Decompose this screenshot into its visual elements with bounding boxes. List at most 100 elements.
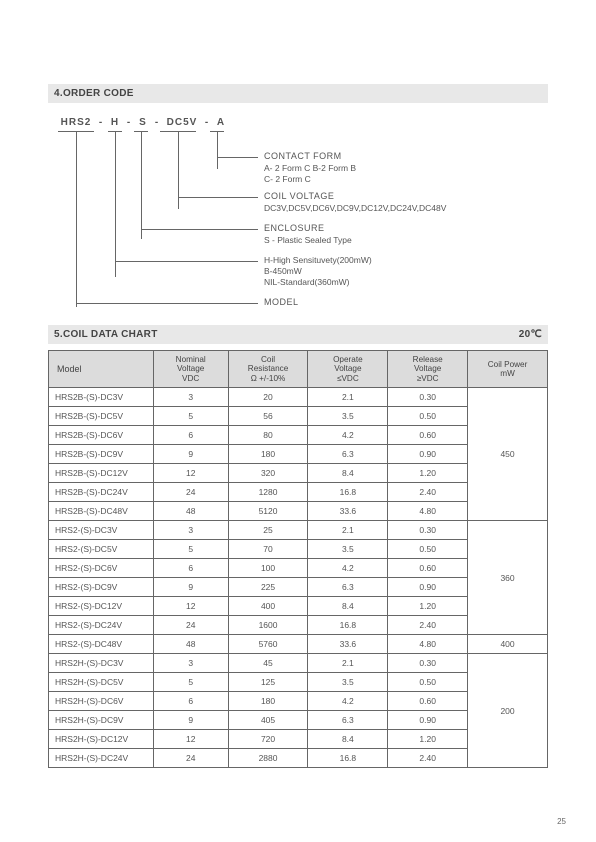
- cell-release: 1.20: [388, 597, 468, 616]
- th-model: Model: [49, 351, 154, 388]
- order-code-token: DC5V: [164, 117, 200, 128]
- cell-resistance: 125: [228, 673, 308, 692]
- section4-header: 4.ORDER CODE: [48, 84, 548, 103]
- cell-operate: 4.2: [308, 559, 388, 578]
- cell-release: 4.80: [388, 635, 468, 654]
- cell-operate: 4.2: [308, 692, 388, 711]
- diagram-label-title: COIL VOLTAGE: [264, 191, 446, 203]
- cell-nominal: 5: [153, 407, 228, 426]
- diagram-hline: [115, 261, 258, 262]
- diagram-hline: [178, 197, 258, 198]
- cell-model: HRS2B-(S)-DC48V: [49, 502, 154, 521]
- cell-nominal: 6: [153, 692, 228, 711]
- cell-power: 450: [468, 388, 548, 521]
- cell-release: 0.90: [388, 445, 468, 464]
- cell-resistance: 1280: [228, 483, 308, 502]
- order-code-separator: -: [150, 117, 164, 128]
- order-code-separator: -: [94, 117, 108, 128]
- cell-resistance: 405: [228, 711, 308, 730]
- cell-release: 0.50: [388, 673, 468, 692]
- th-release: ReleaseVoltage≥VDC: [388, 351, 468, 388]
- cell-nominal: 24: [153, 749, 228, 768]
- diagram-label-line: A- 2 Form C B-2 Form B: [264, 163, 356, 174]
- cell-resistance: 1600: [228, 616, 308, 635]
- diagram-label-title: ENCLOSURE: [264, 223, 352, 235]
- diagram-label-coilVoltage: COIL VOLTAGEDC3V,DC5V,DC6V,DC9V,DC12V,DC…: [264, 191, 446, 214]
- cell-model: HRS2-(S)-DC3V: [49, 521, 154, 540]
- cell-model: HRS2B-(S)-DC3V: [49, 388, 154, 407]
- cell-nominal: 48: [153, 502, 228, 521]
- cell-release: 2.40: [388, 616, 468, 635]
- cell-operate: 3.5: [308, 407, 388, 426]
- cell-release: 0.60: [388, 692, 468, 711]
- cell-resistance: 70: [228, 540, 308, 559]
- cell-operate: 8.4: [308, 597, 388, 616]
- diagram-hline: [217, 157, 258, 158]
- cell-resistance: 2880: [228, 749, 308, 768]
- diagram-label-line: DC3V,DC5V,DC6V,DC9V,DC12V,DC24V,DC48V: [264, 203, 446, 214]
- cell-resistance: 5120: [228, 502, 308, 521]
- diagram-label-sensitivity: H-High Sensituvety(200mW)B-450mWNIL-Stan…: [264, 255, 372, 288]
- cell-resistance: 100: [228, 559, 308, 578]
- cell-operate: 4.2: [308, 426, 388, 445]
- cell-model: HRS2-(S)-DC5V: [49, 540, 154, 559]
- cell-release: 1.20: [388, 464, 468, 483]
- cell-release: 0.30: [388, 388, 468, 407]
- cell-release: 4.80: [388, 502, 468, 521]
- cell-operate: 2.1: [308, 654, 388, 673]
- diagram-label-title: MODEL: [264, 297, 299, 309]
- cell-model: HRS2B-(S)-DC12V: [49, 464, 154, 483]
- th-power: Coil PowermW: [468, 351, 548, 388]
- th-nominal: NominalVoltageVDC: [153, 351, 228, 388]
- diagram-vline: [76, 131, 77, 307]
- diagram-vline: [141, 131, 142, 239]
- table-row: HRS2H-(S)-DC3V3452.10.30200: [49, 654, 548, 673]
- cell-nominal: 9: [153, 711, 228, 730]
- cell-model: HRS2H-(S)-DC12V: [49, 730, 154, 749]
- cell-release: 0.50: [388, 407, 468, 426]
- cell-release: 0.90: [388, 711, 468, 730]
- order-code-token: H: [108, 117, 122, 128]
- page-number: 25: [557, 817, 566, 826]
- diagram-label-title: CONTACT FORM: [264, 151, 356, 163]
- diagram-label-line: C- 2 Form C: [264, 174, 356, 185]
- cell-model: HRS2-(S)-DC9V: [49, 578, 154, 597]
- diagram-hline: [76, 303, 258, 304]
- cell-operate: 2.1: [308, 521, 388, 540]
- cell-operate: 6.3: [308, 578, 388, 597]
- cell-nominal: 24: [153, 483, 228, 502]
- table-row: HRS2-(S)-DC48V48576033.64.80400: [49, 635, 548, 654]
- cell-release: 0.60: [388, 426, 468, 445]
- cell-nominal: 48: [153, 635, 228, 654]
- cell-resistance: 225: [228, 578, 308, 597]
- cell-release: 2.40: [388, 749, 468, 768]
- cell-resistance: 45: [228, 654, 308, 673]
- cell-nominal: 12: [153, 597, 228, 616]
- cell-resistance: 20: [228, 388, 308, 407]
- cell-operate: 33.6: [308, 635, 388, 654]
- cell-nominal: 12: [153, 464, 228, 483]
- table-header-row: Model NominalVoltageVDC CoilResistanceΩ …: [49, 351, 548, 388]
- order-code-token: S: [136, 117, 150, 128]
- cell-operate: 33.6: [308, 502, 388, 521]
- cell-release: 2.40: [388, 483, 468, 502]
- cell-resistance: 320: [228, 464, 308, 483]
- section5-header: 5.COIL DATA CHART 20℃: [48, 325, 548, 344]
- cell-operate: 2.1: [308, 388, 388, 407]
- cell-operate: 16.8: [308, 616, 388, 635]
- diagram-hline: [141, 229, 258, 230]
- cell-model: HRS2B-(S)-DC9V: [49, 445, 154, 464]
- cell-nominal: 9: [153, 445, 228, 464]
- diagram-label-line: S - Plastic Sealed Type: [264, 235, 352, 246]
- cell-model: HRS2B-(S)-DC6V: [49, 426, 154, 445]
- cell-nominal: 3: [153, 388, 228, 407]
- cell-nominal: 6: [153, 426, 228, 445]
- table-row: HRS2-(S)-DC3V3252.10.30360: [49, 521, 548, 540]
- cell-operate: 8.4: [308, 730, 388, 749]
- cell-nominal: 6: [153, 559, 228, 578]
- diagram-label-contactForm: CONTACT FORMA- 2 Form C B-2 Form BC- 2 F…: [264, 151, 356, 185]
- cell-resistance: 180: [228, 692, 308, 711]
- th-resistance: CoilResistanceΩ +/-10%: [228, 351, 308, 388]
- diagram-label-line: H-High Sensituvety(200mW): [264, 255, 372, 266]
- cell-model: HRS2-(S)-DC24V: [49, 616, 154, 635]
